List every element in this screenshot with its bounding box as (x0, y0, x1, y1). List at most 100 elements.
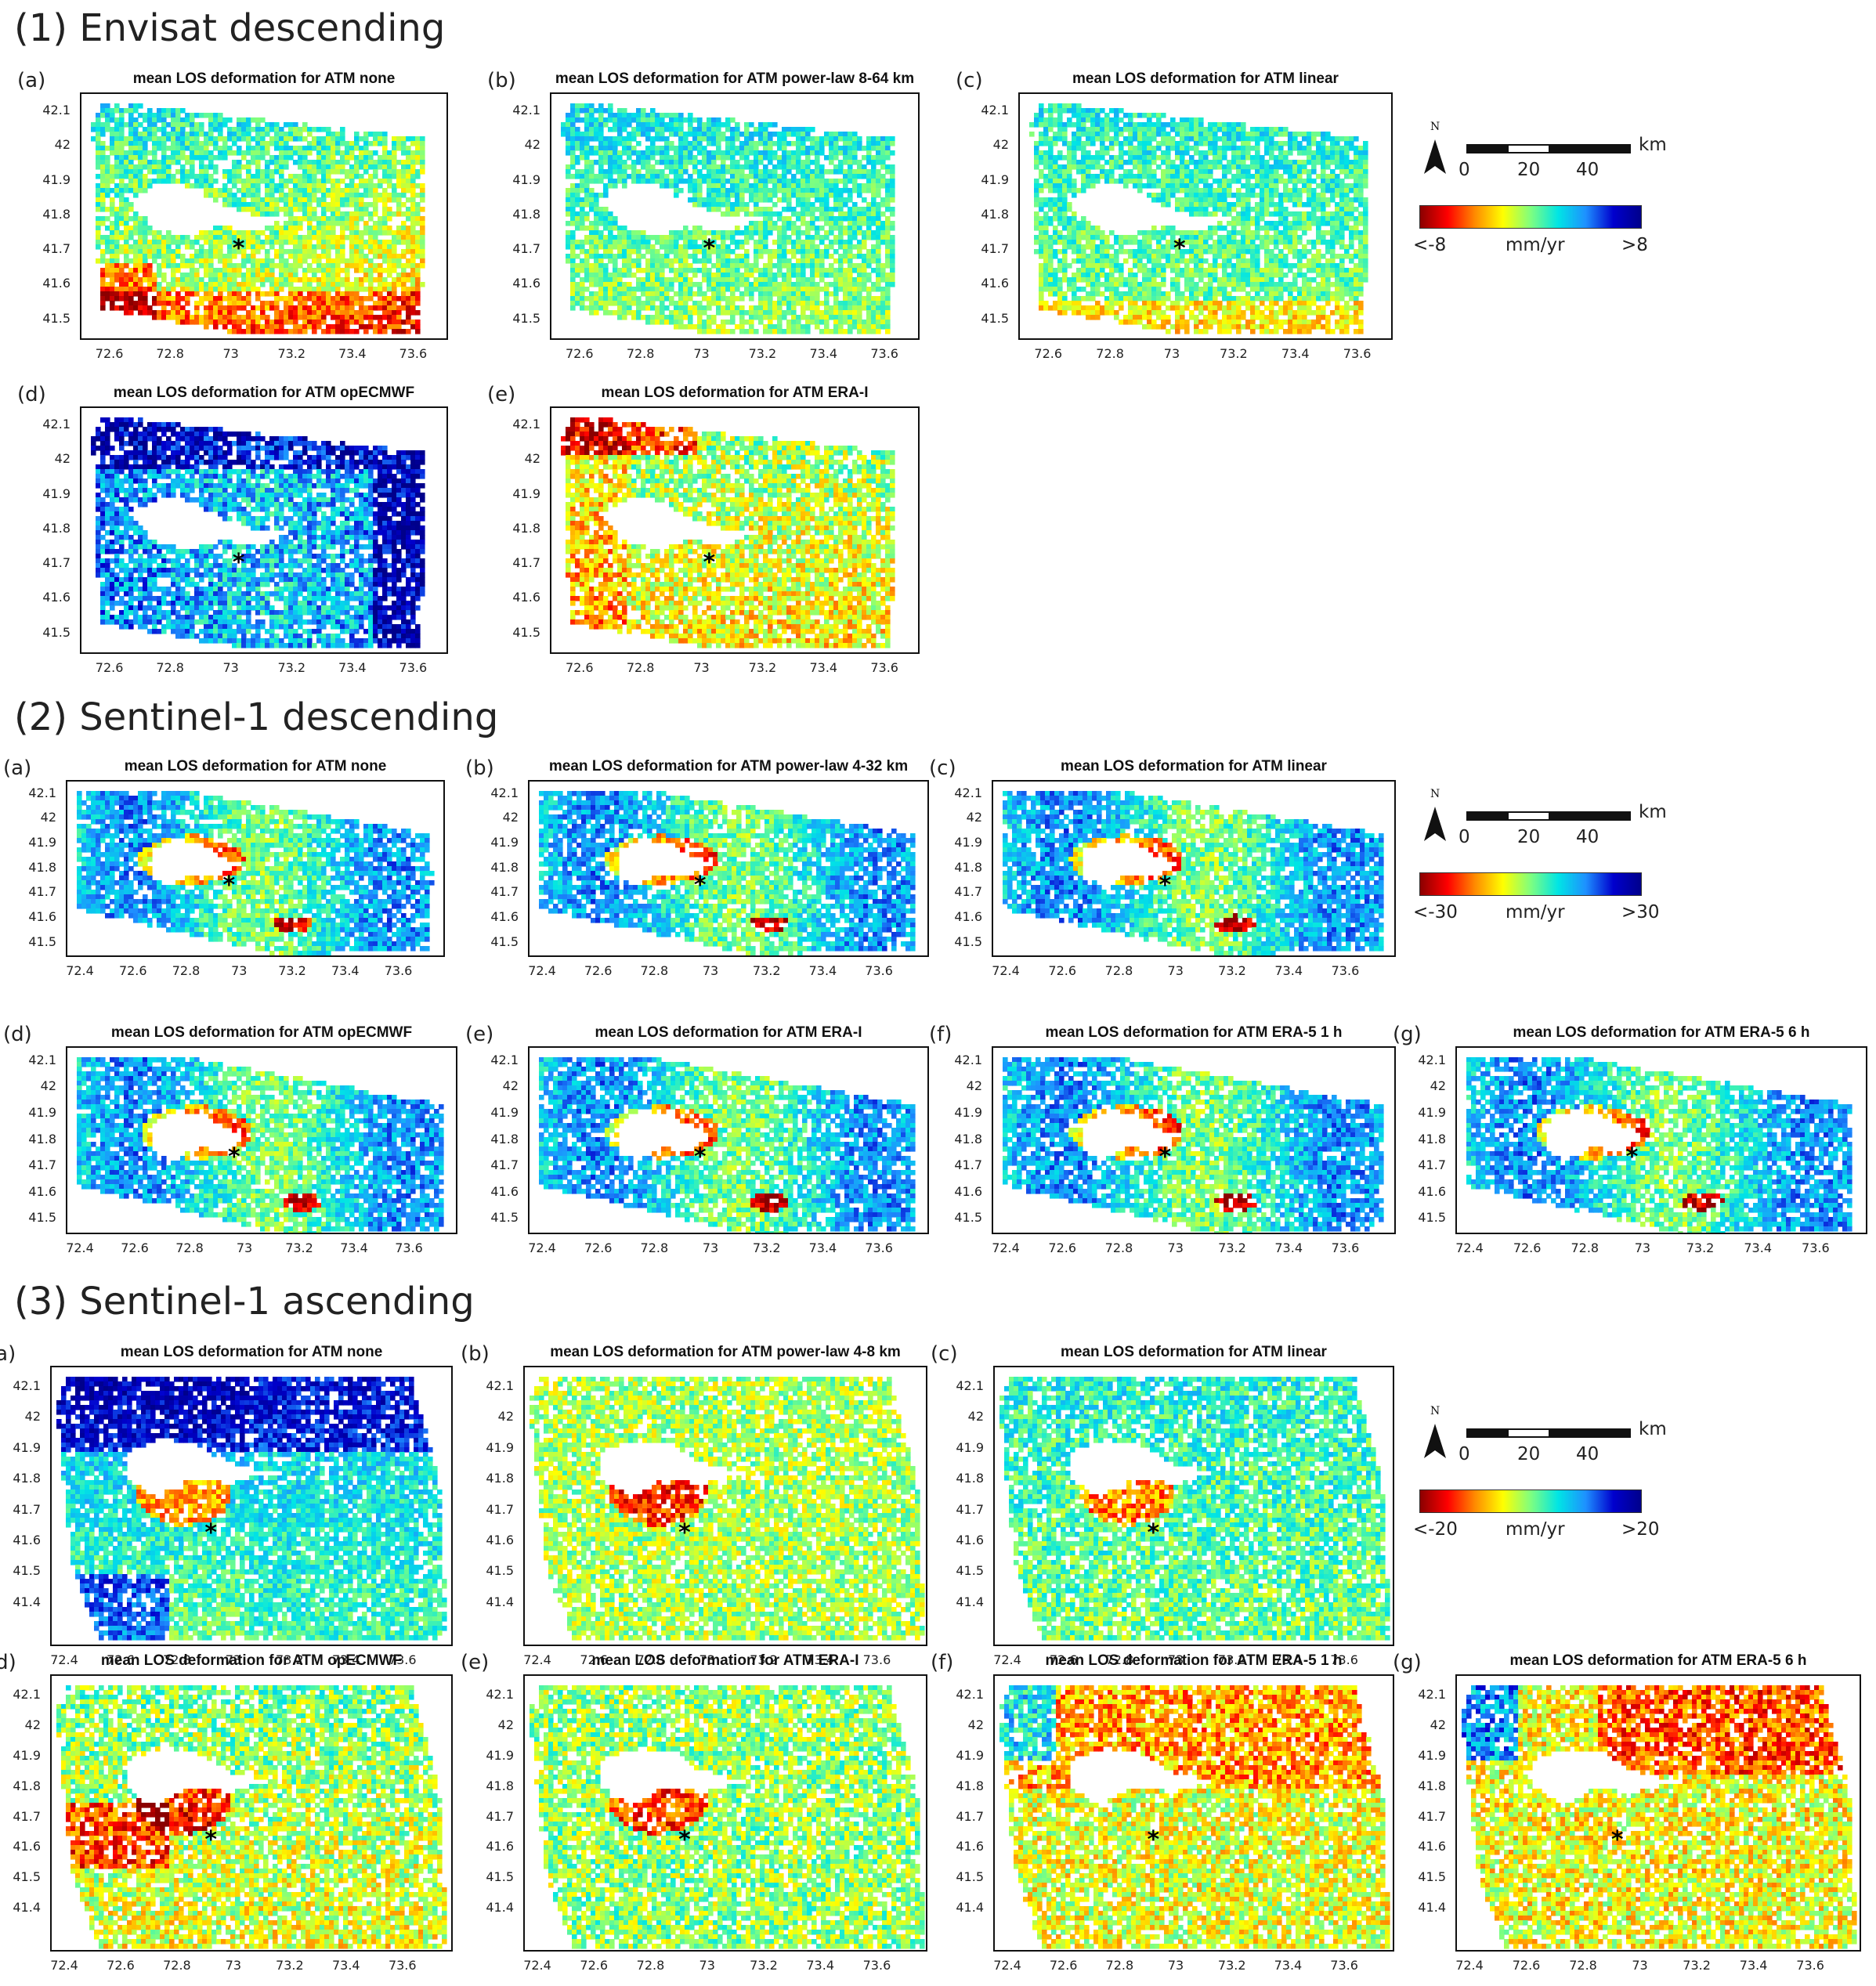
y-tick-label: 41.9 (506, 486, 540, 501)
epicenter-marker: * (1148, 1522, 1160, 1545)
y-tick-label: 41.5 (948, 1210, 982, 1225)
y-tick-label: 41.9 (479, 1748, 514, 1763)
deformation-map (993, 1048, 1394, 1233)
x-tick-label: 72.8 (631, 1240, 678, 1255)
x-tick-label: 72.6 (1504, 1240, 1551, 1255)
x-tick-label: 73.6 (861, 346, 908, 361)
y-tick-label: 41.4 (6, 1900, 41, 1915)
section-title: (3) Sentinel-1 ascending (14, 1280, 475, 1323)
epicenter-marker: * (678, 1829, 691, 1852)
y-tick-label: 41.7 (22, 1157, 56, 1172)
y-tick-label: 41.6 (484, 909, 519, 924)
x-tick-label: 73.4 (322, 963, 369, 978)
y-tick-label: 42 (974, 137, 1009, 152)
y-tick-label: 41.7 (506, 241, 540, 256)
x-tick-label: 72.6 (110, 963, 157, 978)
scale-tick: 40 (1576, 160, 1599, 180)
map-frame: * (1018, 92, 1393, 340)
map-panel: (e)mean LOS deformation for ATM ERA-I*42… (461, 1654, 927, 1986)
y-tick-label: 41.5 (479, 1563, 514, 1578)
y-tick-label: 41.8 (974, 207, 1009, 222)
y-tick-label: 41.5 (36, 625, 70, 640)
x-tick-label: 73.4 (799, 1240, 846, 1255)
y-tick-label: 42 (506, 137, 540, 152)
colorbar-unit: mm/yr (1505, 235, 1565, 255)
epicenter-marker: * (222, 874, 235, 897)
y-tick-label: 41.8 (484, 1132, 519, 1146)
y-tick-label: 41.4 (479, 1594, 514, 1609)
y-tick-label: 41.8 (479, 1471, 514, 1486)
x-tick-label: 73 (210, 1958, 257, 1973)
x-tick-label: 73.2 (1209, 1240, 1256, 1255)
x-tick-label: 73.6 (855, 1240, 902, 1255)
x-tick-label: 72.8 (1561, 1240, 1608, 1255)
x-tick-label: 73.6 (1321, 1240, 1368, 1255)
x-tick-label: 72.8 (627, 1958, 674, 1973)
y-tick-label: 41.6 (36, 590, 70, 605)
y-tick-label: 41.8 (36, 207, 70, 222)
x-tick-label: 73.6 (1792, 1240, 1839, 1255)
x-tick-label: 73 (1619, 1240, 1666, 1255)
x-tick-label: 72.6 (575, 1240, 622, 1255)
y-tick-label: 42 (949, 1409, 984, 1424)
y-tick-label: 41.9 (506, 172, 540, 187)
scale-bar (1466, 811, 1631, 821)
x-tick-label: 72.4 (1446, 1240, 1493, 1255)
x-tick-label: 73.4 (1272, 346, 1319, 361)
panel-title: mean LOS deformation for ATM opECMWF (50, 1652, 453, 1670)
x-tick-label: 73 (208, 346, 255, 361)
y-tick-label: 41.8 (22, 1132, 56, 1146)
y-tick-label: 41.5 (948, 934, 982, 949)
panel-label: (d) (3, 1023, 32, 1046)
x-tick-label: 72.6 (556, 346, 603, 361)
scale-tick: 20 (1517, 827, 1540, 847)
epicenter-marker: * (1159, 1146, 1172, 1169)
x-tick-label: 72.6 (1025, 346, 1072, 361)
x-tick-label: 73 (1152, 963, 1199, 978)
scale-bar-segment (1468, 1430, 1509, 1436)
north-arrow-icon: N (1419, 793, 1451, 851)
y-tick-label: 41.6 (506, 276, 540, 291)
y-tick-label: 41.6 (36, 276, 70, 291)
y-tick-label: 41.8 (484, 860, 519, 875)
colorbar-min-label: <-30 (1413, 902, 1458, 923)
y-tick-label: 41.8 (506, 207, 540, 222)
scale-tick: 20 (1517, 160, 1540, 180)
x-tick-label: 73 (687, 1240, 734, 1255)
epicenter-marker: * (204, 1522, 217, 1545)
map-frame: * (50, 1366, 453, 1646)
x-tick-label: 73 (221, 1240, 268, 1255)
y-tick-label: 41.4 (949, 1900, 984, 1915)
y-tick-label: 41.4 (1412, 1900, 1446, 1915)
panel-title: mean LOS deformation for ATM ERA-5 6 h (1455, 1024, 1867, 1042)
y-tick-label: 41.6 (6, 1533, 41, 1547)
y-tick-label: 42 (484, 1078, 519, 1093)
y-tick-label: 41.4 (949, 1594, 984, 1609)
map-frame: * (993, 1366, 1394, 1646)
north-arrow-icon: N (1419, 1410, 1451, 1468)
y-tick-label: 42.1 (484, 1053, 519, 1067)
panel-label: (a) (0, 1342, 16, 1366)
y-tick-label: 41.7 (948, 1157, 982, 1172)
y-tick-label: 42.1 (6, 1687, 41, 1702)
x-tick-label: 72.6 (1503, 1958, 1550, 1973)
map-panel: (a)mean LOS deformation for ATM none*42.… (17, 72, 448, 374)
panel-title: mean LOS deformation for ATM ERA-I (523, 1652, 927, 1670)
y-tick-label: 42.1 (949, 1687, 984, 1702)
x-tick-label: 72.8 (1560, 1958, 1607, 1973)
panel-label: (d) (0, 1651, 16, 1674)
y-tick-label: 41.9 (6, 1748, 41, 1763)
panel-label: (e) (465, 1023, 493, 1046)
y-tick-label: 42.1 (479, 1378, 514, 1393)
x-tick-label: 73.6 (853, 1958, 900, 1973)
scale-bar (1466, 144, 1631, 153)
colorbar-unit: mm/yr (1505, 1519, 1565, 1540)
x-tick-label: 73.4 (799, 963, 846, 978)
panel-label: (d) (17, 383, 46, 406)
y-tick-label: 41.9 (484, 1105, 519, 1120)
deformation-map (1457, 1048, 1866, 1233)
x-tick-label: 72.4 (984, 1958, 1031, 1973)
deformation-map (1457, 1676, 1860, 1950)
y-tick-label: 41.5 (506, 311, 540, 326)
scale-bar-segment (1549, 813, 1589, 819)
